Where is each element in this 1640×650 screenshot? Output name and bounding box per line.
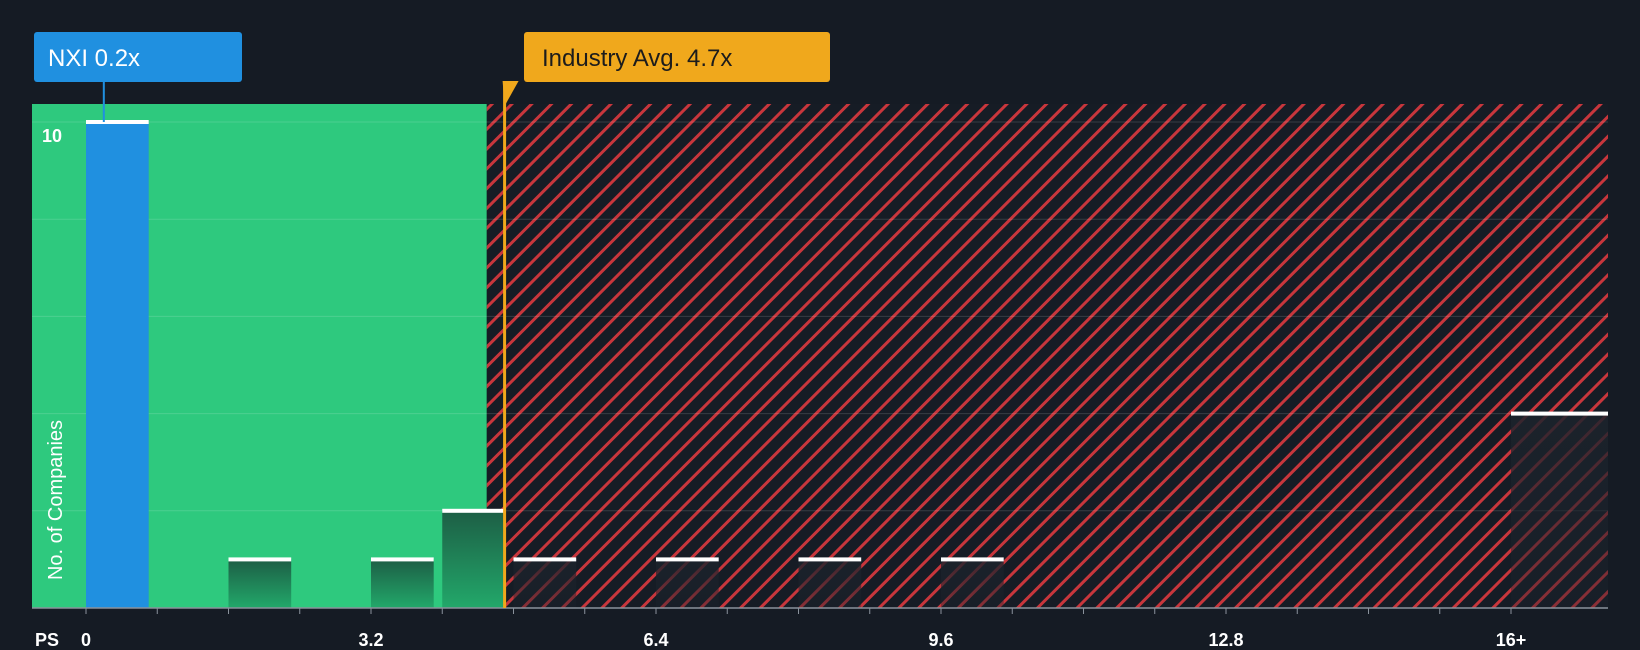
x-axis-tick-labels: 0 3.2 6.4 9.6 12.8 16+ [81,630,1526,650]
bars [86,120,1608,608]
histogram-bar [1511,413,1608,608]
grid-lines [32,121,1608,512]
histogram-bar [371,559,434,608]
company-label: NXI 0.2x [48,45,140,72]
x-tick-label: 6.4 [643,630,668,650]
bar-cap [656,557,719,562]
bar-cap [941,557,1004,562]
company-callout [34,32,242,82]
histogram-bar [941,559,1004,608]
bar-cap [513,557,577,562]
bar-cap [228,557,292,562]
x-axis-minor-ticks [85,608,1512,614]
industry-average-callout [524,32,830,82]
expensive-zone [486,104,1608,608]
industry-average-label: Industry Avg. 4.7x [542,45,732,72]
x-axis-label: PS [35,630,59,650]
bar-cap [1511,411,1608,416]
x-tick-label: 16+ [1496,630,1527,650]
histogram-bar [513,559,577,608]
histogram-bar [86,122,149,608]
x-tick-label: 0 [81,630,91,650]
bar-cap [442,508,505,513]
y-axis-tick-labels: 10 [42,126,62,146]
industry-callout-pointer [502,81,519,106]
x-tick-label: 12.8 [1208,630,1243,650]
x-tick-label: 9.6 [928,630,953,650]
y-axis-label: No. of Companies [45,420,67,580]
bar-cap [86,120,149,124]
bar-cap [371,557,434,562]
histogram-bar [442,510,505,608]
histogram-bar [798,559,862,608]
histogram-bar [228,559,292,608]
y-tick-label: 10 [42,126,62,146]
x-tick-label: 3.2 [358,630,383,650]
histogram-bar [656,559,719,608]
bar-cap [798,557,862,562]
